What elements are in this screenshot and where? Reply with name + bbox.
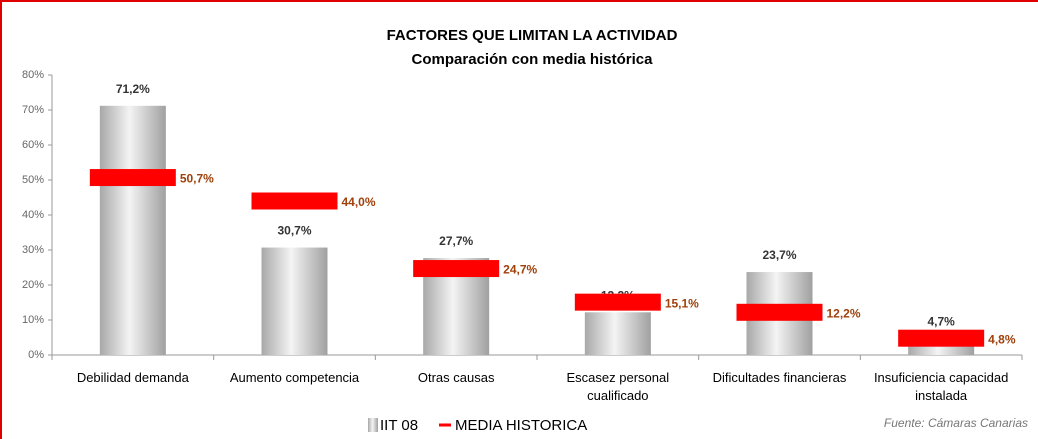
bar xyxy=(584,312,651,355)
media-marker xyxy=(251,192,338,210)
y-tick-label: 10% xyxy=(22,314,44,326)
x-tick-label: Debilidad demanda xyxy=(76,370,189,385)
x-tick-label: Insuficiencia capacidad instalada xyxy=(873,370,1009,403)
chart-title: FACTORES QUE LIMITAN LA ACTIVIDAD xyxy=(387,27,678,44)
y-tick-label: 20% xyxy=(22,279,44,291)
y-tick-label: 50% xyxy=(22,174,44,186)
bar-value-label: 27,7% xyxy=(439,234,473,248)
legend-label: IIT 08 xyxy=(380,417,418,434)
media-value-label: 15,1% xyxy=(665,296,699,310)
x-tick-label: Escasez personal cualificado xyxy=(566,370,670,403)
legend-swatch xyxy=(368,418,378,432)
media-value-label: 4,8% xyxy=(988,332,1016,346)
bar xyxy=(261,247,328,355)
legend-swatch xyxy=(439,423,451,427)
media-marker xyxy=(898,329,985,347)
chart-subtitle: Comparación con media histórica xyxy=(412,51,654,68)
y-tick-label: 70% xyxy=(22,104,44,116)
x-tick-label: Otras causas xyxy=(417,370,495,385)
media-marker xyxy=(574,293,661,311)
source: Fuente: Cámaras Canarias xyxy=(884,416,1028,430)
media-value-label: 12,2% xyxy=(827,306,861,320)
x-tick-label: Aumento competencia xyxy=(229,370,360,385)
bar-value-label: 23,7% xyxy=(762,248,796,262)
media-marker xyxy=(413,260,500,278)
media-marker xyxy=(736,303,823,321)
y-tick-label: 40% xyxy=(22,209,44,221)
y-tick-label: 0% xyxy=(28,349,44,361)
y-tick-label: 60% xyxy=(22,139,44,151)
bar-value-label: 4,7% xyxy=(927,315,955,329)
bar-value-label: 71,2% xyxy=(116,82,150,96)
legend-label: MEDIA HISTORICA xyxy=(455,417,587,434)
bar-value-label: 30,7% xyxy=(277,224,311,238)
bar xyxy=(99,105,166,355)
media-value-label: 24,7% xyxy=(503,263,537,277)
y-tick-label: 80% xyxy=(22,69,44,81)
y-tick-label: 30% xyxy=(22,244,44,256)
x-tick-label: Dificultades financieras xyxy=(712,370,847,385)
media-value-label: 50,7% xyxy=(180,172,214,186)
media-value-label: 44,0% xyxy=(342,195,376,209)
media-marker xyxy=(89,169,176,187)
